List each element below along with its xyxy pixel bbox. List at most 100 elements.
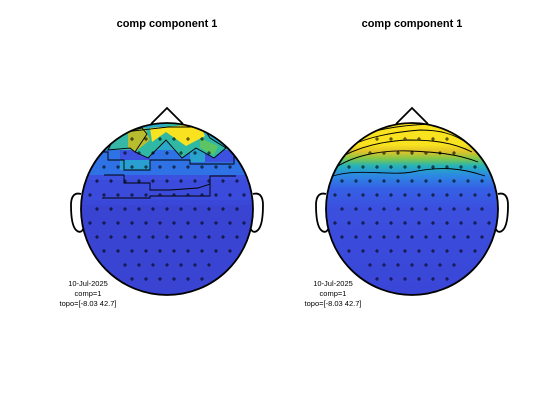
electrode-marker	[417, 221, 421, 225]
electrode-marker	[424, 179, 428, 183]
electrode-marker	[186, 249, 190, 253]
electrode-marker	[193, 235, 197, 239]
electrode-marker	[123, 235, 127, 239]
electrode-marker	[130, 221, 134, 225]
electrode-marker	[123, 179, 127, 183]
electrode-marker	[95, 235, 99, 239]
electrode-marker	[95, 207, 99, 211]
electrode-marker	[480, 207, 484, 211]
electrode-marker	[424, 151, 428, 155]
electrodes-left	[88, 137, 246, 281]
electrode-marker	[438, 207, 442, 211]
electrode-marker	[424, 263, 428, 267]
electrode-marker	[438, 235, 442, 239]
electrode-marker	[165, 235, 169, 239]
electrode-marker	[179, 263, 183, 267]
topo-range-right: topo=[-8.03 42.7]	[305, 299, 362, 308]
electrode-marker	[144, 277, 148, 281]
electrode-marker	[473, 193, 477, 197]
electrode-marker	[158, 277, 162, 281]
electrode-marker	[347, 221, 351, 225]
electrode-marker	[382, 151, 386, 155]
electrode-marker	[214, 165, 218, 169]
electrode-marker	[165, 179, 169, 183]
electrode-marker	[137, 235, 141, 239]
ear-right-left	[250, 192, 264, 233]
electrode-marker	[410, 207, 414, 211]
electrode-marker	[165, 151, 169, 155]
electrode-marker	[144, 165, 148, 169]
electrode-marker	[151, 151, 155, 155]
electrode-marker	[340, 207, 344, 211]
electrode-marker	[368, 179, 372, 183]
electrode-marker	[417, 165, 421, 169]
electrode-marker	[144, 221, 148, 225]
electrode-marker	[438, 151, 442, 155]
electrode-marker	[389, 165, 393, 169]
electrode-marker	[382, 263, 386, 267]
electrode-marker	[431, 277, 435, 281]
electrode-marker	[130, 165, 134, 169]
electrode-marker	[382, 207, 386, 211]
electrode-marker	[424, 207, 428, 211]
electrode-marker	[473, 249, 477, 253]
electrode-marker	[228, 221, 232, 225]
electrode-marker	[137, 207, 141, 211]
electrode-marker	[445, 221, 449, 225]
electrode-marker	[340, 235, 344, 239]
electrode-marker	[389, 249, 393, 253]
nose-left	[150, 106, 184, 125]
electrode-marker	[459, 249, 463, 253]
electrode-marker	[186, 221, 190, 225]
electrode-marker	[452, 235, 456, 239]
electrode-marker	[396, 263, 400, 267]
electrode-marker	[389, 137, 393, 141]
ear-left-right	[315, 192, 329, 233]
electrode-marker	[200, 193, 204, 197]
electrode-marker	[130, 137, 134, 141]
electrode-marker	[459, 193, 463, 197]
electrode-marker	[452, 263, 456, 267]
electrode-marker	[102, 249, 106, 253]
electrode-marker	[116, 165, 120, 169]
electrode-marker	[158, 249, 162, 253]
electrode-marker	[228, 165, 232, 169]
topo-range-left: topo=[-8.03 42.7]	[60, 299, 117, 308]
electrode-marker	[144, 193, 148, 197]
electrode-marker	[466, 179, 470, 183]
electrode-marker	[375, 165, 379, 169]
electrode-marker	[445, 137, 449, 141]
electrode-marker	[452, 151, 456, 155]
electrode-marker	[242, 193, 246, 197]
electrode-marker	[403, 137, 407, 141]
topoplot-left: comp component 1	[60, 18, 264, 308]
electrode-marker	[466, 235, 470, 239]
electrode-marker	[165, 207, 169, 211]
electrode-marker	[410, 235, 414, 239]
electrode-marker	[368, 263, 372, 267]
electrode-marker	[431, 193, 435, 197]
electrode-marker	[445, 165, 449, 169]
electrode-marker	[179, 151, 183, 155]
electrode-marker	[200, 277, 204, 281]
electrode-marker	[375, 193, 379, 197]
comp-label-right: comp=1	[320, 289, 347, 298]
electrode-marker	[417, 193, 421, 197]
electrode-marker	[466, 207, 470, 211]
electrode-marker	[214, 221, 218, 225]
electrode-marker	[116, 249, 120, 253]
topoplot-right: comp component 1 10-Jul-2025 comp=1 topo…	[305, 18, 509, 308]
electrode-marker	[116, 193, 120, 197]
electrode-marker	[375, 221, 379, 225]
electrode-marker	[221, 235, 225, 239]
electrode-marker	[193, 151, 197, 155]
head-outline-right	[325, 122, 499, 296]
electrode-marker	[417, 277, 421, 281]
electrode-marker	[228, 249, 232, 253]
electrode-marker	[116, 221, 120, 225]
electrode-marker	[137, 263, 141, 267]
electrode-marker	[473, 221, 477, 225]
electrode-marker	[452, 207, 456, 211]
electrode-marker	[431, 165, 435, 169]
panel-title-left: comp component 1	[117, 18, 218, 30]
